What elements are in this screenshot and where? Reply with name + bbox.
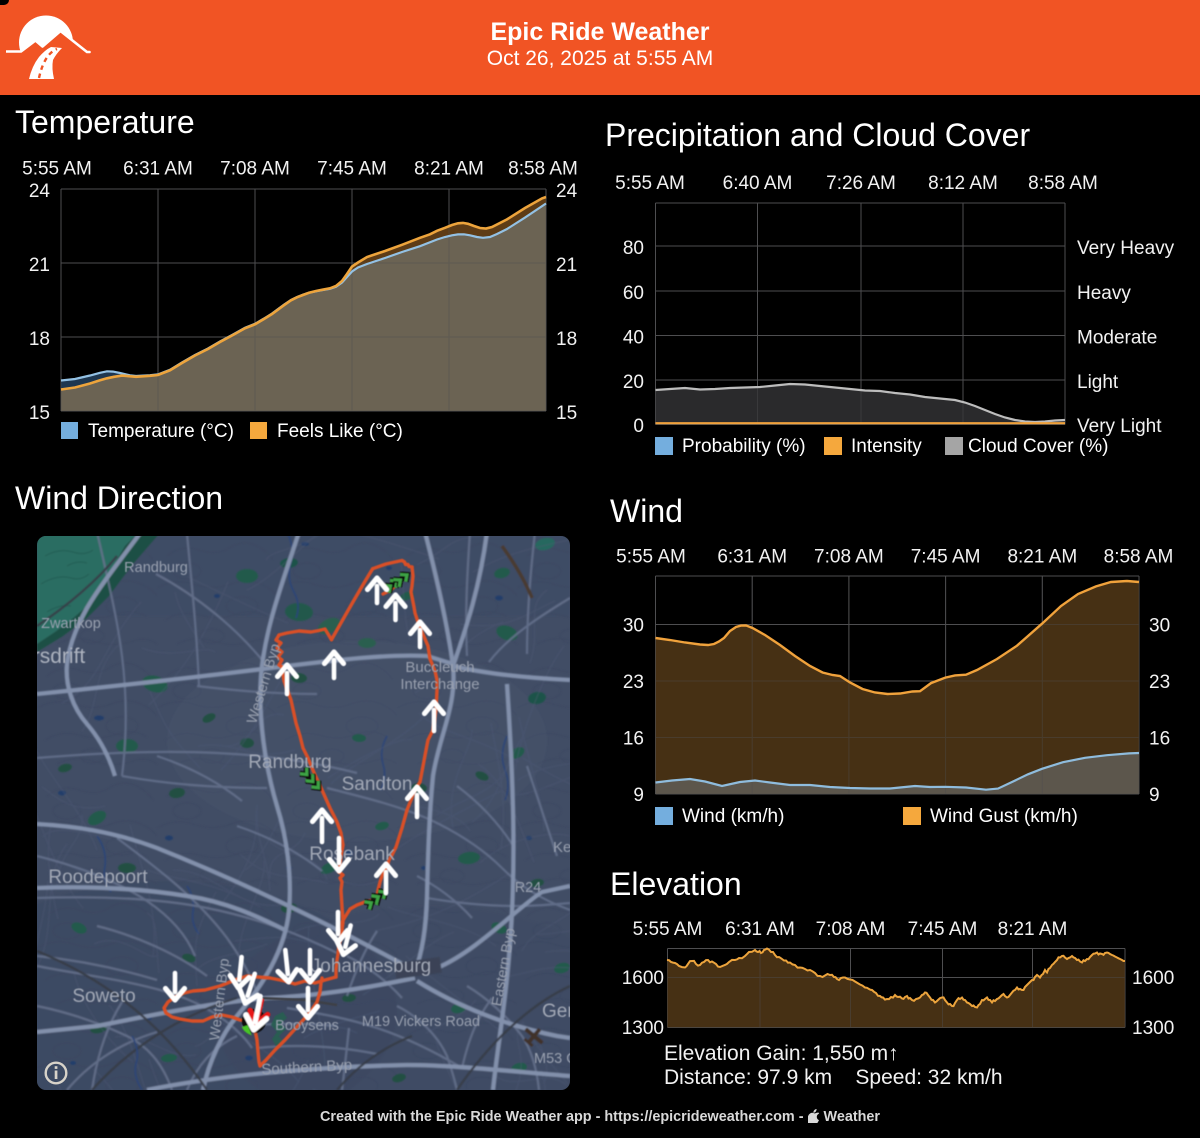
svg-text:Ger: Ger — [542, 1001, 570, 1022]
svg-text:Booysens: Booysens — [275, 1018, 339, 1034]
svg-text:1300: 1300 — [622, 1018, 664, 1039]
svg-text:Very Heavy: Very Heavy — [1077, 238, 1175, 259]
svg-text:Elevation Gain: 1,550 m↑: Elevation Gain: 1,550 m↑ — [664, 1042, 899, 1065]
svg-text:Heavy: Heavy — [1077, 283, 1131, 304]
svg-text:Sandton: Sandton — [342, 774, 413, 795]
svg-text:80: 80 — [623, 238, 644, 259]
svg-text:23: 23 — [1149, 672, 1170, 693]
svg-text:Randburg: Randburg — [248, 752, 331, 773]
svg-text:0: 0 — [633, 416, 644, 437]
svg-text:18: 18 — [556, 329, 577, 350]
svg-text:1300: 1300 — [1132, 1018, 1174, 1039]
svg-text:7:08 AM: 7:08 AM — [814, 547, 884, 568]
svg-text:M53 G: M53 G — [534, 1051, 570, 1067]
svg-text:7:45 AM: 7:45 AM — [908, 919, 978, 940]
svg-text:23: 23 — [623, 672, 644, 693]
svg-text:Interchange: Interchange — [400, 676, 479, 693]
svg-text:21: 21 — [556, 255, 577, 276]
svg-text:8:21 AM: 8:21 AM — [414, 159, 484, 180]
svg-text:7:26 AM: 7:26 AM — [826, 173, 896, 194]
svg-text:Moderate: Moderate — [1077, 328, 1157, 349]
svg-text:Feels Like (°C): Feels Like (°C) — [277, 421, 403, 442]
svg-text:Cloud Cover (%): Cloud Cover (%) — [968, 436, 1108, 457]
svg-text:5:55 AM: 5:55 AM — [615, 173, 685, 194]
svg-text:20: 20 — [623, 372, 644, 393]
svg-text:30: 30 — [623, 616, 644, 637]
svg-text:Wind Gust (km/h): Wind Gust (km/h) — [930, 806, 1078, 827]
svg-text:8:21 AM: 8:21 AM — [998, 919, 1068, 940]
svg-text:Wind (km/h): Wind (km/h) — [682, 806, 784, 827]
svg-text:Ke: Ke — [553, 839, 570, 856]
svg-text:9: 9 — [1149, 785, 1160, 806]
svg-text:Light: Light — [1077, 372, 1119, 393]
svg-text:7:45 AM: 7:45 AM — [317, 159, 387, 180]
svg-text:60: 60 — [623, 283, 644, 304]
svg-text:7:45 AM: 7:45 AM — [911, 547, 981, 568]
svg-text:Zwartkop: Zwartkop — [41, 616, 101, 632]
svg-text:Roodepoort: Roodepoort — [48, 867, 148, 888]
svg-text:5:55 AM: 5:55 AM — [616, 547, 686, 568]
svg-text:21: 21 — [29, 255, 50, 276]
svg-text:8:12 AM: 8:12 AM — [928, 173, 998, 194]
svg-text:1600: 1600 — [622, 968, 664, 989]
svg-text:Johannesburg: Johannesburg — [311, 956, 431, 977]
svg-text:M19 Vickers Road: M19 Vickers Road — [362, 1014, 480, 1030]
svg-text:rsdrift: rsdrift — [37, 645, 85, 668]
svg-text:8:21 AM: 8:21 AM — [1007, 547, 1077, 568]
svg-text:Intensity: Intensity — [851, 436, 922, 457]
svg-text:R24: R24 — [515, 880, 542, 896]
svg-text:7:08 AM: 7:08 AM — [816, 919, 886, 940]
svg-text:18: 18 — [29, 329, 50, 350]
svg-text:24: 24 — [29, 181, 51, 202]
svg-text:1600: 1600 — [1132, 968, 1174, 989]
svg-text:Distance: 97.9 km Speed: 32: Distance: 97.9 km Speed: 32 km/h — [664, 1066, 1003, 1089]
svg-text:Randburg: Randburg — [124, 560, 188, 576]
svg-text:16: 16 — [623, 729, 644, 750]
svg-text:8:58 AM: 8:58 AM — [1104, 547, 1174, 568]
svg-text:6:31 AM: 6:31 AM — [717, 547, 787, 568]
svg-text:6:40 AM: 6:40 AM — [723, 173, 793, 194]
svg-text:Temperature (°C): Temperature (°C) — [88, 421, 234, 442]
svg-text:Soweto: Soweto — [72, 986, 135, 1007]
svg-text:Very Light: Very Light — [1077, 416, 1162, 437]
svg-text:24: 24 — [556, 181, 578, 202]
svg-text:8:58 AM: 8:58 AM — [508, 159, 578, 180]
svg-text:Rosebank: Rosebank — [309, 844, 395, 865]
svg-text:5:55 AM: 5:55 AM — [22, 159, 92, 180]
svg-text:7:08 AM: 7:08 AM — [220, 159, 290, 180]
svg-text:6:31 AM: 6:31 AM — [123, 159, 193, 180]
svg-text:15: 15 — [556, 403, 577, 424]
svg-text:15: 15 — [29, 403, 50, 424]
svg-text:6:31 AM: 6:31 AM — [725, 919, 795, 940]
svg-text:40: 40 — [623, 328, 644, 349]
svg-text:16: 16 — [1149, 729, 1170, 750]
svg-text:9: 9 — [633, 785, 644, 806]
svg-text:5:55 AM: 5:55 AM — [633, 919, 703, 940]
svg-text:30: 30 — [1149, 616, 1170, 637]
svg-text:Southern Byp: Southern Byp — [261, 1057, 353, 1079]
svg-text:Buccleuch: Buccleuch — [405, 659, 474, 676]
svg-text:8:58 AM: 8:58 AM — [1028, 173, 1098, 194]
svg-text:Probability (%): Probability (%) — [682, 436, 806, 457]
